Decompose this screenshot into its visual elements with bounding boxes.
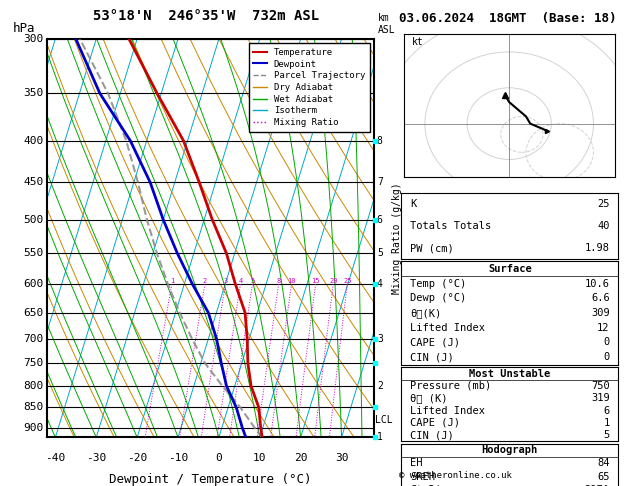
Text: 1.98: 1.98 — [584, 243, 610, 253]
Text: CIN (J): CIN (J) — [410, 352, 454, 362]
Text: 12: 12 — [597, 323, 610, 333]
Text: 450: 450 — [23, 177, 43, 188]
Text: 500: 500 — [23, 215, 43, 225]
Text: 8: 8 — [377, 136, 383, 146]
Text: Mixing Ratio (g/kg): Mixing Ratio (g/kg) — [392, 182, 402, 294]
Text: 750: 750 — [23, 358, 43, 368]
Text: 10: 10 — [287, 278, 296, 284]
Text: Dewpoint / Temperature (°C): Dewpoint / Temperature (°C) — [109, 473, 312, 486]
Text: LCL: LCL — [375, 415, 392, 425]
Text: StmDir: StmDir — [410, 485, 447, 486]
Text: 309: 309 — [591, 308, 610, 318]
Text: 15: 15 — [311, 278, 320, 284]
Text: © weatheronline.co.uk: © weatheronline.co.uk — [399, 471, 512, 480]
Text: 600: 600 — [23, 279, 43, 289]
Text: 10.6: 10.6 — [584, 278, 610, 289]
Text: θᴇ(K): θᴇ(K) — [410, 308, 441, 318]
Text: K: K — [410, 199, 416, 209]
Text: 1: 1 — [603, 418, 610, 428]
Text: -20: -20 — [127, 453, 147, 463]
Text: 25: 25 — [343, 278, 352, 284]
Text: CAPE (J): CAPE (J) — [410, 418, 460, 428]
Legend: Temperature, Dewpoint, Parcel Trajectory, Dry Adiabat, Wet Adiabat, Isotherm, Mi: Temperature, Dewpoint, Parcel Trajectory… — [248, 43, 370, 132]
Text: Hodograph: Hodograph — [482, 445, 538, 455]
Text: Lifted Index: Lifted Index — [410, 405, 485, 416]
Text: PW (cm): PW (cm) — [410, 243, 454, 253]
Text: CIN (J): CIN (J) — [410, 430, 454, 440]
Text: 550: 550 — [23, 248, 43, 259]
Text: 65: 65 — [597, 471, 610, 482]
Text: 0: 0 — [603, 337, 610, 347]
Text: 800: 800 — [23, 381, 43, 391]
Text: 300: 300 — [23, 34, 43, 44]
Text: -40: -40 — [45, 453, 65, 463]
Text: 7: 7 — [377, 177, 383, 188]
Text: 3: 3 — [377, 334, 383, 344]
Text: 319: 319 — [591, 393, 610, 403]
Text: 25: 25 — [597, 199, 610, 209]
Text: kt: kt — [412, 37, 424, 47]
Text: 650: 650 — [23, 308, 43, 317]
Text: km
ASL: km ASL — [377, 13, 395, 35]
Text: hPa: hPa — [13, 22, 35, 35]
Text: SREH: SREH — [410, 471, 435, 482]
Text: 900: 900 — [23, 423, 43, 433]
Text: Surface: Surface — [488, 264, 532, 274]
Text: 20: 20 — [329, 278, 338, 284]
Text: Most Unstable: Most Unstable — [469, 368, 550, 379]
Text: EH: EH — [410, 458, 423, 469]
Text: Totals Totals: Totals Totals — [410, 221, 491, 231]
Text: 750: 750 — [591, 381, 610, 391]
Text: 3: 3 — [223, 278, 228, 284]
Text: 850: 850 — [23, 402, 43, 413]
Text: 1: 1 — [170, 278, 174, 284]
Text: 4: 4 — [377, 279, 383, 289]
Text: 53°18'N  246°35'W  732m ASL: 53°18'N 246°35'W 732m ASL — [93, 9, 319, 23]
Text: Temp (°C): Temp (°C) — [410, 278, 466, 289]
Text: 8: 8 — [277, 278, 281, 284]
Text: 350: 350 — [23, 88, 43, 99]
Text: 700: 700 — [23, 334, 43, 344]
Text: CAPE (J): CAPE (J) — [410, 337, 460, 347]
Text: Lifted Index: Lifted Index — [410, 323, 485, 333]
Text: -30: -30 — [86, 453, 106, 463]
Text: 40: 40 — [597, 221, 610, 231]
Text: -10: -10 — [168, 453, 188, 463]
Text: Dewp (°C): Dewp (°C) — [410, 293, 466, 303]
Text: 1: 1 — [377, 433, 383, 442]
Text: 84: 84 — [597, 458, 610, 469]
Text: 5: 5 — [603, 430, 610, 440]
Text: 10: 10 — [253, 453, 267, 463]
Text: Pressure (mb): Pressure (mb) — [410, 381, 491, 391]
Text: 5: 5 — [377, 248, 383, 259]
Text: 03.06.2024  18GMT  (Base: 18): 03.06.2024 18GMT (Base: 18) — [399, 12, 617, 25]
Text: 5: 5 — [250, 278, 255, 284]
Text: 2: 2 — [377, 381, 383, 391]
Text: 297°: 297° — [584, 485, 610, 486]
Text: 0: 0 — [603, 352, 610, 362]
Text: 6: 6 — [603, 405, 610, 416]
Text: 400: 400 — [23, 136, 43, 146]
Text: 30: 30 — [335, 453, 348, 463]
Text: 2: 2 — [203, 278, 207, 284]
Text: 6: 6 — [377, 215, 383, 225]
Text: θᴇ (K): θᴇ (K) — [410, 393, 447, 403]
Text: 4: 4 — [238, 278, 243, 284]
Text: 20: 20 — [294, 453, 308, 463]
Text: 6.6: 6.6 — [591, 293, 610, 303]
Text: 0: 0 — [216, 453, 222, 463]
